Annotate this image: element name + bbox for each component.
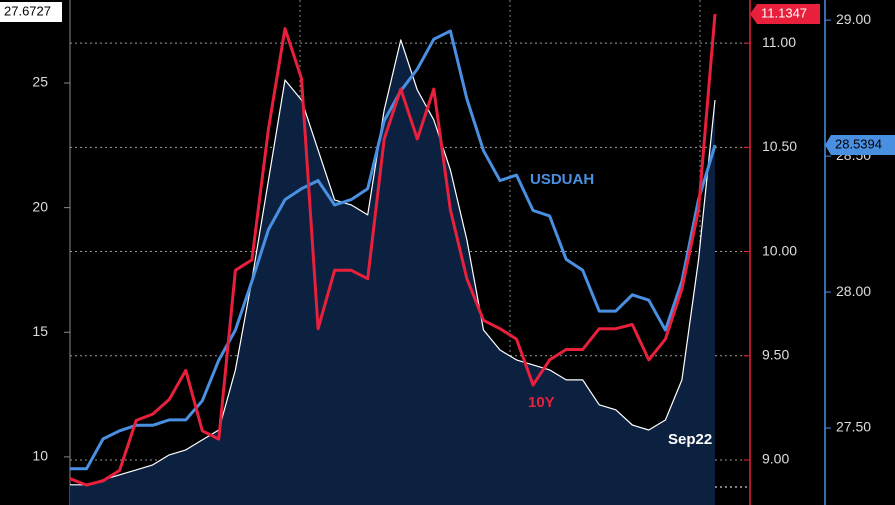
y-tick-label: 25 [32, 74, 48, 90]
tag-box [750, 4, 820, 24]
y-tick-label: 15 [32, 323, 48, 339]
area [70, 39, 715, 505]
annotation: USDUAH [530, 171, 594, 188]
tag: 27.6727 [4, 3, 51, 18]
series-line [70, 39, 716, 486]
tag: 11.1347 [761, 5, 807, 20]
y-tick-label: 10 [32, 448, 48, 464]
y3-tick-label: 29.00 [836, 11, 871, 27]
y2-tick-label: 10.50 [762, 138, 797, 154]
y3-tick-label: 28.00 [836, 283, 871, 299]
tag-box [825, 135, 895, 155]
y2-tick-label: 11.00 [762, 34, 796, 50]
y2-tick-label: 9.00 [762, 451, 789, 467]
y2-tick-label: 10.00 [762, 242, 797, 258]
plot [69, 13, 750, 505]
ticks: 10 15 20 25 9.00 9.50 10.00 10.50 11.00 27.50 28.0… [32, 11, 871, 467]
series-line [69, 13, 717, 487]
annotation: 10Y [528, 394, 555, 411]
annotation: Sep22 [668, 431, 712, 448]
series-line [70, 29, 717, 471]
y3-tick-label: 27.50 [836, 419, 871, 435]
tag-box [0, 2, 62, 22]
y-tick-label: 20 [32, 198, 48, 214]
tag: 28.5394 [835, 136, 882, 151]
y2-tick-label: 9.50 [762, 346, 789, 362]
